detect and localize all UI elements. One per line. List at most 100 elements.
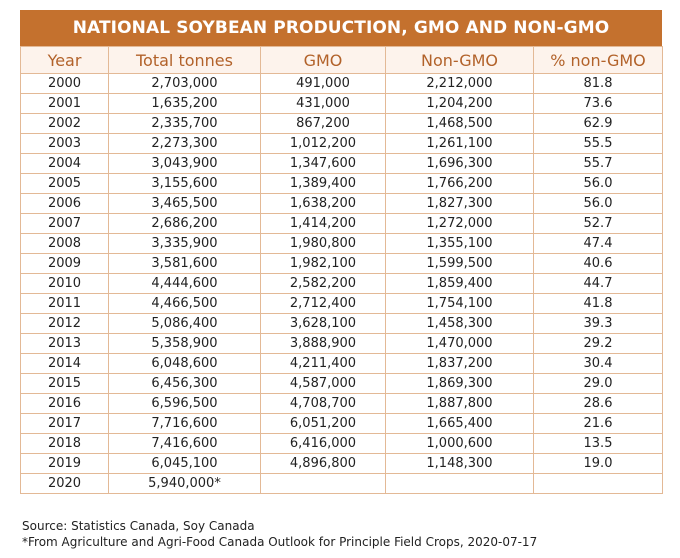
cell-total-tonnes: 6,045,100 — [108, 453, 261, 474]
cell-pct-non-gmo: 62.9 — [533, 113, 663, 134]
table-row: 2004 3,043,900 1,347,600 1,696,300 55.7 — [20, 153, 663, 174]
cell-gmo: 1,389,400 — [260, 173, 386, 194]
cell-pct-non-gmo: 39.3 — [533, 313, 663, 334]
table-row: 2002 2,335,700 867,200 1,468,500 62.9 — [20, 113, 663, 134]
cell-year: 2005 — [20, 173, 109, 194]
cell-gmo: 867,200 — [260, 113, 386, 134]
cell-non-gmo: 1,272,000 — [385, 213, 534, 234]
cell-total-tonnes: 5,086,400 — [108, 313, 261, 334]
cell-pct-non-gmo: 28.6 — [533, 393, 663, 414]
data-table: Year Total tonnes GMO Non-GMO % non-GMO … — [20, 46, 663, 494]
cell-non-gmo: 1,470,000 — [385, 333, 534, 354]
table-row: 2012 5,086,400 3,628,100 1,458,300 39.3 — [20, 313, 663, 334]
cell-pct-non-gmo: 56.0 — [533, 173, 663, 194]
table-row: 2016 6,596,500 4,708,700 1,887,800 28.6 — [20, 393, 663, 414]
cell-year: 2017 — [20, 413, 109, 434]
cell-non-gmo: 1,261,100 — [385, 133, 534, 154]
cell-non-gmo: 1,827,300 — [385, 193, 534, 214]
cell-pct-non-gmo: 56.0 — [533, 193, 663, 214]
cell-total-tonnes: 2,335,700 — [108, 113, 261, 134]
cell-gmo — [260, 473, 386, 494]
cell-pct-non-gmo: 30.4 — [533, 353, 663, 374]
cell-gmo: 6,051,200 — [260, 413, 386, 434]
cell-gmo: 2,582,200 — [260, 273, 386, 294]
cell-gmo: 1,347,600 — [260, 153, 386, 174]
header-row: Year Total tonnes GMO Non-GMO % non-GMO — [20, 46, 663, 74]
cell-gmo: 1,980,800 — [260, 233, 386, 254]
cell-gmo: 4,211,400 — [260, 353, 386, 374]
cell-total-tonnes: 6,596,500 — [108, 393, 261, 414]
header-pct-non-gmo: % non-GMO — [533, 46, 663, 74]
cell-gmo: 1,982,100 — [260, 253, 386, 274]
header-total-tonnes: Total tonnes — [108, 46, 261, 74]
table-row: 2013 5,358,900 3,888,900 1,470,000 29.2 — [20, 333, 663, 354]
cell-non-gmo: 1,696,300 — [385, 153, 534, 174]
cell-year: 2018 — [20, 433, 109, 454]
source-note: Source: Statistics Canada, Soy Canada — [22, 519, 255, 533]
table-row: 2006 3,465,500 1,638,200 1,827,300 56.0 — [20, 193, 663, 214]
cell-pct-non-gmo: 29.0 — [533, 373, 663, 394]
cell-pct-non-gmo: 19.0 — [533, 453, 663, 474]
cell-year: 2013 — [20, 333, 109, 354]
cell-non-gmo: 1,204,200 — [385, 93, 534, 114]
table-row: 2018 7,416,600 6,416,000 1,000,600 13.5 — [20, 433, 663, 454]
table-row: 2020 5,940,000* — [20, 473, 663, 494]
cell-non-gmo — [385, 473, 534, 494]
cell-gmo: 3,628,100 — [260, 313, 386, 334]
cell-total-tonnes: 3,335,900 — [108, 233, 261, 254]
cell-year: 2011 — [20, 293, 109, 314]
table-row: 2008 3,335,900 1,980,800 1,355,100 47.4 — [20, 233, 663, 254]
cell-total-tonnes: 5,940,000* — [108, 473, 261, 494]
cell-gmo: 1,414,200 — [260, 213, 386, 234]
notes: Source: Statistics Canada, Soy Canada *F… — [22, 518, 537, 550]
table-row: 2007 2,686,200 1,414,200 1,272,000 52.7 — [20, 213, 663, 234]
cell-total-tonnes: 6,456,300 — [108, 373, 261, 394]
cell-gmo: 491,000 — [260, 73, 386, 94]
cell-year: 2003 — [20, 133, 109, 154]
cell-year: 2009 — [20, 253, 109, 274]
cell-total-tonnes: 3,581,600 — [108, 253, 261, 274]
cell-year: 2006 — [20, 193, 109, 214]
cell-pct-non-gmo: 52.7 — [533, 213, 663, 234]
cell-non-gmo: 1,859,400 — [385, 273, 534, 294]
cell-non-gmo: 1,837,200 — [385, 353, 534, 374]
cell-year: 2012 — [20, 313, 109, 334]
cell-year: 2008 — [20, 233, 109, 254]
cell-non-gmo: 2,212,000 — [385, 73, 534, 94]
table-title: NATIONAL SOYBEAN PRODUCTION, GMO AND NON… — [20, 10, 662, 46]
cell-pct-non-gmo: 81.8 — [533, 73, 663, 94]
cell-year: 2002 — [20, 113, 109, 134]
cell-pct-non-gmo: 55.5 — [533, 133, 663, 154]
cell-pct-non-gmo: 13.5 — [533, 433, 663, 454]
table-row: 2003 2,273,300 1,012,200 1,261,100 55.5 — [20, 133, 663, 154]
footnote: *From Agriculture and Agri-Food Canada O… — [22, 535, 538, 549]
table-row: 2014 6,048,600 4,211,400 1,837,200 30.4 — [20, 353, 663, 374]
cell-non-gmo: 1,887,800 — [385, 393, 534, 414]
cell-gmo: 1,012,200 — [260, 133, 386, 154]
cell-gmo: 6,416,000 — [260, 433, 386, 454]
cell-pct-non-gmo: 73.6 — [533, 93, 663, 114]
cell-pct-non-gmo: 21.6 — [533, 413, 663, 434]
cell-total-tonnes: 3,155,600 — [108, 173, 261, 194]
cell-non-gmo: 1,766,200 — [385, 173, 534, 194]
cell-total-tonnes: 2,686,200 — [108, 213, 261, 234]
cell-non-gmo: 1,355,100 — [385, 233, 534, 254]
cell-year: 2019 — [20, 453, 109, 474]
header-gmo: GMO — [260, 46, 386, 74]
cell-non-gmo: 1,599,500 — [385, 253, 534, 274]
cell-year: 2001 — [20, 93, 109, 114]
cell-year: 2007 — [20, 213, 109, 234]
cell-gmo: 4,708,700 — [260, 393, 386, 414]
cell-year: 2016 — [20, 393, 109, 414]
cell-total-tonnes: 4,466,500 — [108, 293, 261, 314]
table-row: 2010 4,444,600 2,582,200 1,859,400 44.7 — [20, 273, 663, 294]
header-year: Year — [20, 46, 109, 74]
cell-total-tonnes: 4,444,600 — [108, 273, 261, 294]
cell-total-tonnes: 6,048,600 — [108, 353, 261, 374]
cell-pct-non-gmo: 41.8 — [533, 293, 663, 314]
cell-non-gmo: 1,000,600 — [385, 433, 534, 454]
cell-pct-non-gmo: 47.4 — [533, 233, 663, 254]
cell-non-gmo: 1,665,400 — [385, 413, 534, 434]
table-row: 2000 2,703,000 491,000 2,212,000 81.8 — [20, 73, 663, 94]
